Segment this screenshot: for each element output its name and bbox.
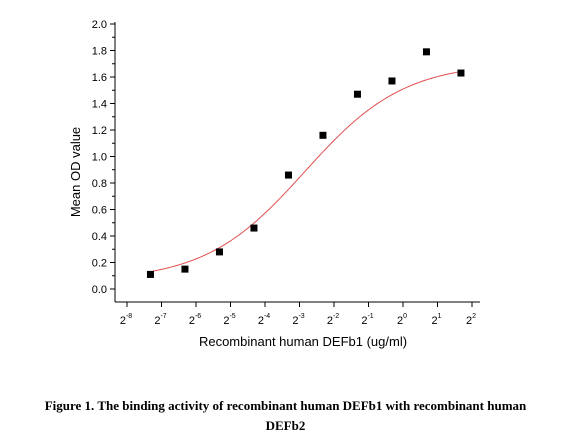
y-tick-label: 1.6	[92, 72, 107, 84]
x-tick-label: 2-1	[361, 313, 373, 327]
y-axis: 0.0 0.2 0.4 0.6 0.8 1.0 1.2 1.4 1.6 1.8 2.0	[92, 19, 116, 302]
x-tick-label: 20	[397, 313, 407, 327]
chart: 0.0 0.2 0.4 0.6 0.8 1.0 1.2 1.4 1.6 1.8 2.0 2-8 2-7…	[68, 19, 480, 349]
x-tick-label: 22	[466, 313, 476, 327]
x-axis-label: Recombinant human DEFb1 (ug/ml)	[199, 334, 407, 349]
data-points	[146, 48, 465, 278]
x-tick-label: 2-4	[258, 313, 270, 327]
data-point	[457, 69, 465, 77]
x-tick-label: 2-8	[120, 313, 132, 327]
x-tick-label: 21	[431, 313, 441, 327]
y-tick-label: 1.0	[92, 152, 107, 164]
data-point	[353, 90, 361, 98]
data-point	[319, 131, 327, 139]
data-point	[388, 77, 396, 85]
figure-caption: Figure 1. The binding activity of recomb…	[20, 396, 551, 436]
data-point	[181, 265, 189, 273]
y-tick-label: 0.2	[92, 258, 107, 270]
x-tick-label: 2-5	[223, 313, 235, 327]
y-tick-label: 1.8	[92, 46, 107, 58]
y-tick-label: 0.0	[92, 284, 107, 296]
caption-line-1: Figure 1. The binding activity of recomb…	[44, 398, 527, 413]
y-tick-label: 1.2	[92, 125, 107, 137]
x-tick-label: 2-2	[327, 313, 339, 327]
data-point	[284, 171, 292, 179]
data-point	[146, 270, 154, 278]
y-tick-label: 1.4	[92, 99, 107, 111]
x-tick-label: 2-7	[154, 313, 166, 327]
x-tick-label: 2-6	[189, 313, 201, 327]
caption-line-2: DEFb2	[265, 418, 306, 433]
data-point	[422, 48, 430, 56]
y-axis-label: Mean OD value	[68, 127, 83, 217]
x-tick-label: 2-3	[292, 313, 304, 327]
y-tick-label: 0.4	[92, 231, 107, 243]
x-axis: 2-8 2-7 2-6 2-5 2-4 2-3 2-2 2-1 20 21 22	[115, 301, 480, 327]
fit-curve	[150, 71, 462, 273]
data-point	[215, 248, 223, 256]
y-tick-label: 2.0	[92, 19, 107, 31]
y-tick-label: 0.8	[92, 178, 107, 190]
y-tick-label: 0.6	[92, 205, 107, 217]
data-point	[250, 224, 258, 232]
